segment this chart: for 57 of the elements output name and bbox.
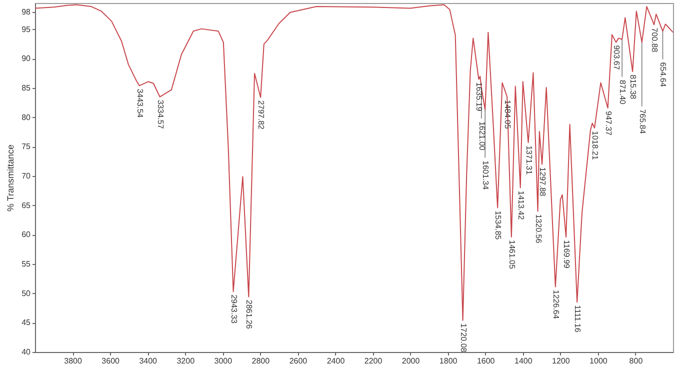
annotation: 1601.34 xyxy=(481,160,490,190)
y-tick-label: 90 xyxy=(22,54,32,64)
y-tick-label: 95 xyxy=(22,24,32,34)
annotation: 3443.54 xyxy=(135,88,144,118)
y-tick-label: 60 xyxy=(22,230,32,240)
y-tick-label: 98 xyxy=(22,7,32,16)
x-tick-label: 3800 xyxy=(64,356,82,366)
annotation: 1226.64 xyxy=(551,290,560,320)
annotation: 2861.26 xyxy=(244,300,254,330)
x-tick-label: 2600 xyxy=(289,356,308,366)
x-tick-label: 3000 xyxy=(214,356,233,366)
x-tick-label: 3600 xyxy=(102,356,120,366)
y-tick-label: 80 xyxy=(22,112,32,122)
annotation: 1111.16 xyxy=(573,305,582,333)
annotation: 1720.08 xyxy=(458,323,468,353)
x-tick-label: 2400 xyxy=(326,356,346,366)
annotation: 1169.99 xyxy=(562,240,572,269)
annotation: 871.40 xyxy=(618,80,628,105)
x-tick-label: 2200 xyxy=(364,356,383,366)
annotation: 815.38 xyxy=(628,74,638,100)
annotation: 1635.19 xyxy=(474,82,484,112)
y-tick-label: 40 xyxy=(22,348,32,356)
annotation: 654.64 xyxy=(658,62,668,88)
annotation: 903.67 xyxy=(612,45,622,70)
x-tick-label: 2000 xyxy=(402,356,420,366)
y-tick-label: 55 xyxy=(22,260,32,269)
annotation: 1621.00 xyxy=(477,121,486,151)
annotation: 765.84 xyxy=(638,109,647,134)
x-tick-label: 2800 xyxy=(252,356,270,366)
x-tick-label: 3400 xyxy=(139,356,158,366)
annotation: 1461.05 xyxy=(507,240,516,270)
y-tick-label: 75 xyxy=(22,142,32,152)
annotation: 3334.57 xyxy=(156,100,165,130)
y-tick-label: 45 xyxy=(22,318,32,328)
annotation: 1484.05 xyxy=(503,100,512,130)
x-tick-label: 3200 xyxy=(176,356,196,366)
y-tick-label: 50 xyxy=(22,288,32,298)
annotation: 1297.88 xyxy=(538,167,548,197)
annotation: 1371.31 xyxy=(524,146,534,176)
x-tick-label: 1600 xyxy=(476,356,496,366)
x-tick-label: 1800 xyxy=(439,356,458,366)
annotation: 2943.33 xyxy=(229,294,238,324)
y-axis-title: % Transmittance xyxy=(6,144,16,212)
x-tick-label: 800 xyxy=(629,356,644,366)
annotation: 1320.56 xyxy=(534,214,543,244)
annotation: 1018.21 xyxy=(590,130,600,160)
annotation: 1413.42 xyxy=(516,190,526,220)
y-tick-label: 70 xyxy=(22,172,32,181)
x-tick-label: 1000 xyxy=(590,356,608,366)
y-tick-label: 85 xyxy=(22,84,32,93)
annotation: 2797.82 xyxy=(256,100,266,130)
annotation: 700.88 xyxy=(650,28,660,53)
x-tick-label: 1200 xyxy=(552,356,570,366)
x-tick-label: 1400 xyxy=(514,356,533,366)
y-tick-label: 65 xyxy=(22,200,32,210)
annotation: 1534.85 xyxy=(494,210,503,240)
annotation: 947.37 xyxy=(604,110,613,136)
